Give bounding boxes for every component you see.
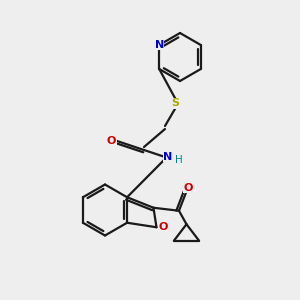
Text: O: O xyxy=(158,222,168,232)
Text: H: H xyxy=(175,155,183,165)
Text: S: S xyxy=(172,98,179,109)
Text: N: N xyxy=(154,40,164,50)
Text: N: N xyxy=(164,152,172,162)
Text: O: O xyxy=(107,136,116,146)
Text: O: O xyxy=(183,183,193,193)
